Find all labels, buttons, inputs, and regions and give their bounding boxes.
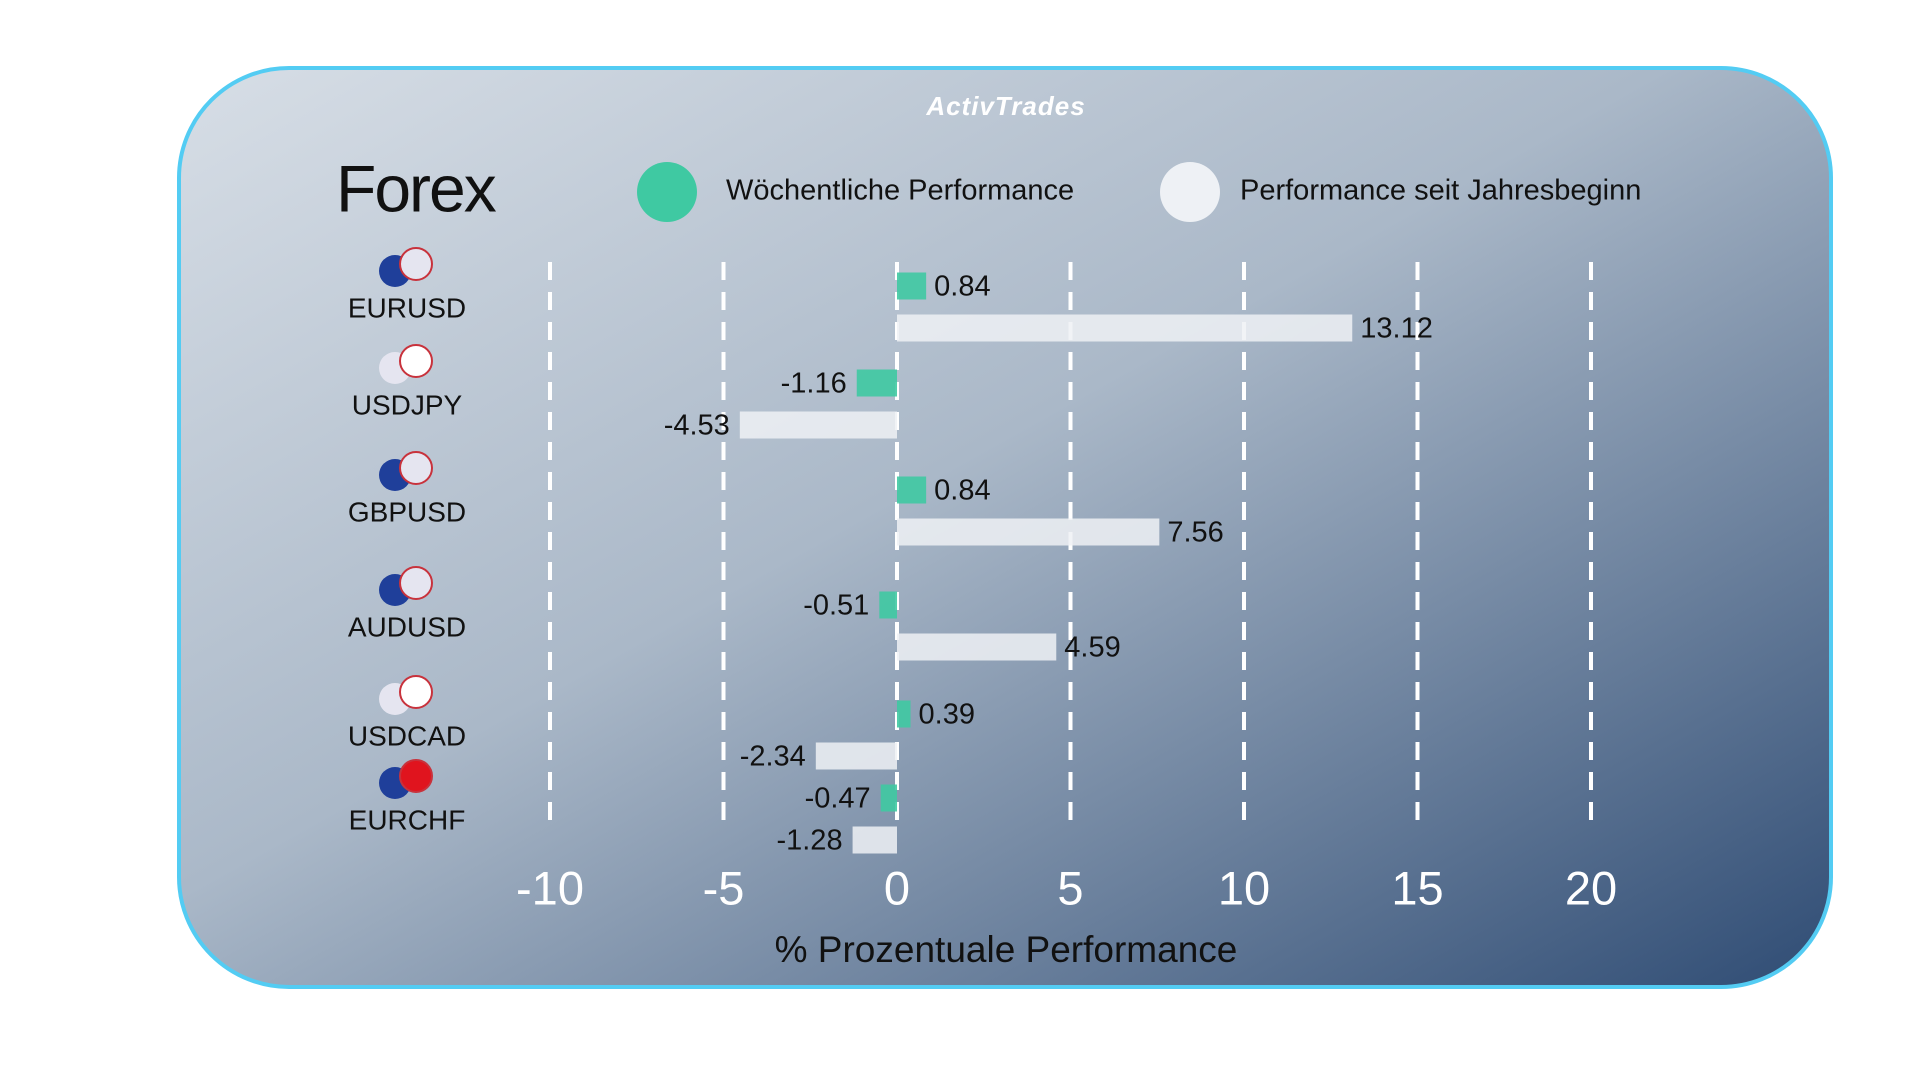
- bar: [897, 633, 1057, 661]
- bar: [815, 742, 897, 770]
- bar: [880, 784, 897, 812]
- brand-logo: ActivTrades: [925, 91, 1085, 121]
- category-label: EURCHF: [349, 804, 466, 835]
- category-label: GBPUSD: [348, 496, 466, 527]
- legend: Wöchentliche Performance Performance seit…: [637, 162, 1641, 222]
- legend-label: Performance seit Jahresbeginn: [1240, 175, 1641, 207]
- bar: [897, 518, 1160, 546]
- value-label: 0.84: [934, 475, 990, 507]
- x-tick-label: 10: [1218, 861, 1270, 914]
- flag: [399, 344, 433, 378]
- x-tick-label: -10: [516, 861, 584, 914]
- flag: [399, 759, 433, 793]
- bar: [739, 411, 897, 439]
- legend-swatch: [1160, 162, 1220, 222]
- value-label: 4.59: [1064, 632, 1120, 664]
- x-axis-label: % Prozentuale Performance: [775, 929, 1238, 970]
- x-tick-label: 0: [884, 861, 910, 914]
- value-label: 0.39: [919, 699, 975, 731]
- x-tick-label: -5: [703, 861, 745, 914]
- category-label: AUDUSD: [348, 611, 466, 642]
- bar: [897, 700, 911, 728]
- value-label: -4.53: [664, 410, 730, 442]
- category-label: USDCAD: [348, 720, 466, 751]
- bar: [852, 826, 897, 854]
- value-label: -1.16: [781, 368, 847, 400]
- value-label: -0.47: [805, 783, 871, 815]
- x-tick-label: 15: [1391, 861, 1443, 914]
- category-label: USDJPY: [352, 389, 463, 420]
- flag: [399, 451, 433, 485]
- flag: [399, 566, 433, 600]
- chart-title: Forex: [336, 151, 497, 225]
- value-label: 0.84: [934, 271, 990, 303]
- x-tick-label: 5: [1057, 861, 1083, 914]
- legend-swatch: [637, 162, 697, 222]
- flag: [399, 247, 433, 281]
- bar: [897, 272, 927, 300]
- x-tick-label: 20: [1565, 861, 1617, 914]
- bar: [897, 476, 927, 504]
- bar: [879, 591, 897, 619]
- legend-label: Wöchentliche Performance: [726, 175, 1074, 207]
- flag: [399, 675, 433, 709]
- value-label: -1.28: [776, 825, 842, 857]
- value-label: 13.12: [1360, 313, 1433, 345]
- value-label: 7.56: [1167, 517, 1223, 549]
- category-label: EURUSD: [348, 292, 466, 323]
- bar: [897, 314, 1353, 342]
- value-label: -2.34: [740, 741, 806, 773]
- bar: [856, 369, 897, 397]
- value-label: -0.51: [803, 590, 869, 622]
